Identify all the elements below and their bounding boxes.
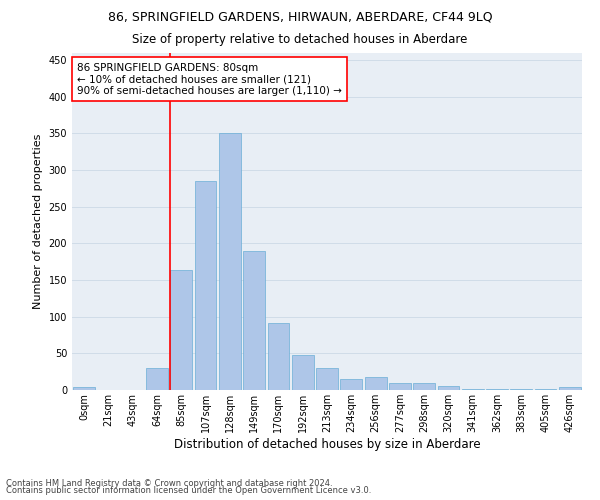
Bar — [462, 388, 484, 390]
Bar — [413, 382, 435, 390]
Bar — [146, 368, 168, 390]
Y-axis label: Number of detached properties: Number of detached properties — [33, 134, 43, 309]
Bar — [559, 387, 581, 390]
Bar — [292, 355, 314, 390]
Bar — [511, 388, 532, 390]
Bar — [268, 322, 289, 390]
Bar — [316, 368, 338, 390]
Bar — [365, 377, 386, 390]
Text: 86, SPRINGFIELD GARDENS, HIRWAUN, ABERDARE, CF44 9LQ: 86, SPRINGFIELD GARDENS, HIRWAUN, ABERDA… — [107, 10, 493, 23]
X-axis label: Distribution of detached houses by size in Aberdare: Distribution of detached houses by size … — [173, 438, 481, 451]
Bar — [170, 270, 192, 390]
Text: 86 SPRINGFIELD GARDENS: 80sqm
← 10% of detached houses are smaller (121)
90% of : 86 SPRINGFIELD GARDENS: 80sqm ← 10% of d… — [77, 62, 342, 96]
Text: Contains public sector information licensed under the Open Government Licence v3: Contains public sector information licen… — [6, 486, 371, 495]
Bar — [389, 382, 411, 390]
Bar — [73, 387, 95, 390]
Text: Contains HM Land Registry data © Crown copyright and database right 2024.: Contains HM Land Registry data © Crown c… — [6, 478, 332, 488]
Bar — [437, 386, 460, 390]
Bar — [486, 388, 508, 390]
Text: Size of property relative to detached houses in Aberdare: Size of property relative to detached ho… — [133, 32, 467, 46]
Bar — [219, 133, 241, 390]
Bar — [535, 388, 556, 390]
Bar — [340, 379, 362, 390]
Bar — [194, 181, 217, 390]
Bar — [243, 250, 265, 390]
